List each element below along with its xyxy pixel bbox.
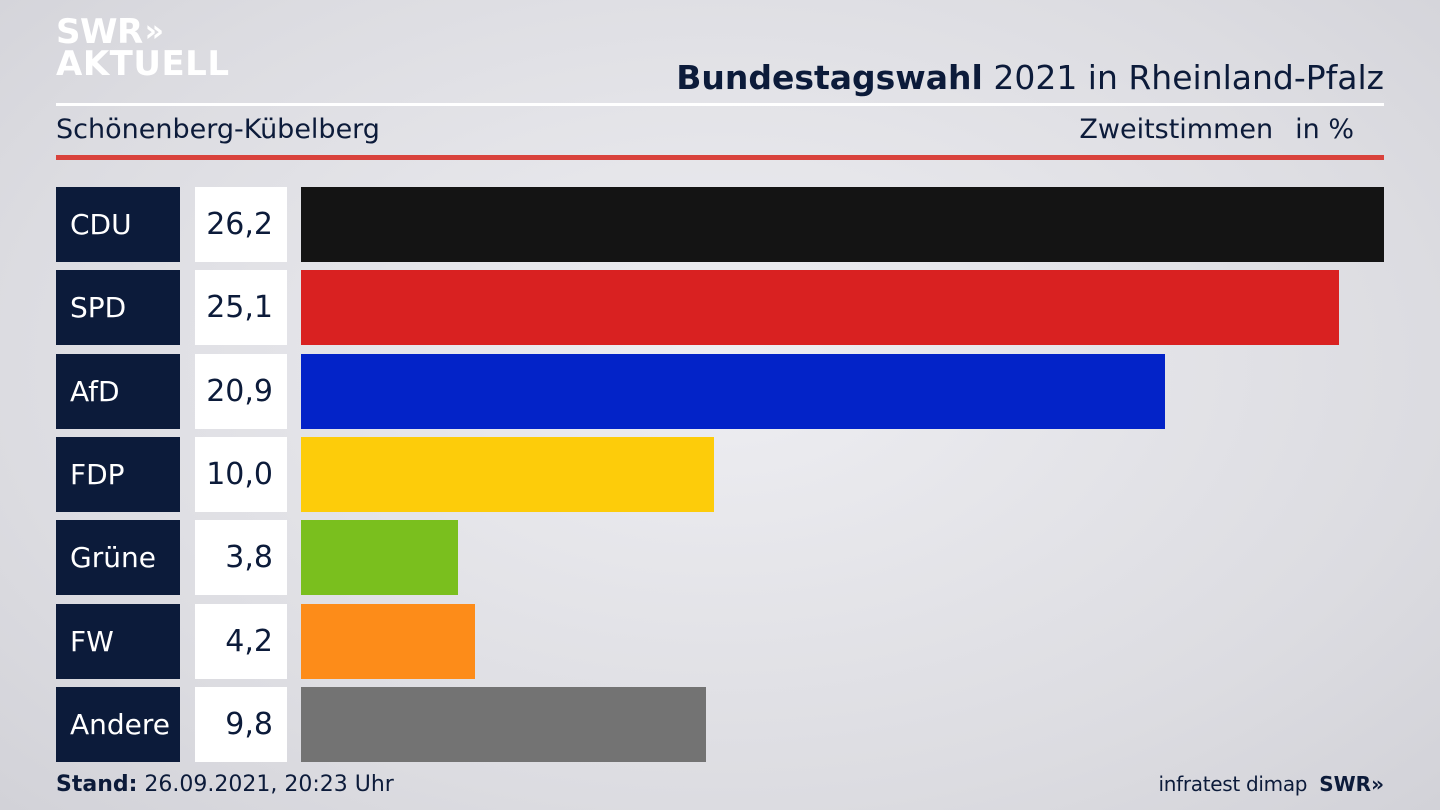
party-label: Grüne bbox=[56, 520, 180, 595]
chart-subtitle: Schönenberg-Kübelberg bbox=[56, 114, 380, 145]
unit-label: in % bbox=[1295, 114, 1354, 145]
bar-andere bbox=[301, 687, 706, 762]
party-label: Andere bbox=[56, 687, 180, 762]
timestamp: Stand: 26.09.2021, 20:23 Uhr bbox=[56, 772, 394, 797]
measure-name: Zweitstimmen bbox=[1079, 114, 1274, 145]
bar-fw bbox=[301, 604, 475, 679]
bar-row: CDU 26,2 bbox=[56, 187, 1384, 262]
bar-row: SPD 25,1 bbox=[56, 270, 1384, 345]
swr-aktuell-logo: SWR» AKTUELL bbox=[56, 12, 230, 85]
chevron-icon: » bbox=[144, 13, 165, 49]
bar-row: Andere 9,8 bbox=[56, 687, 1384, 762]
bar-cdu bbox=[301, 187, 1384, 262]
header-divider bbox=[56, 103, 1384, 106]
value-label: 26,2 bbox=[195, 187, 287, 262]
value-label: 3,8 bbox=[195, 520, 287, 595]
title-bold: Bundestagswahl bbox=[676, 58, 983, 97]
party-label: AfD bbox=[56, 354, 180, 429]
party-label: FW bbox=[56, 604, 180, 679]
value-label: 9,8 bbox=[195, 687, 287, 762]
value-label: 4,2 bbox=[195, 604, 287, 679]
logo-line2: AKTUELL bbox=[56, 44, 230, 85]
bar-row: Grüne 3,8 bbox=[56, 520, 1384, 595]
logo-line1: SWR bbox=[56, 12, 143, 52]
accent-divider bbox=[56, 155, 1384, 160]
chart-title: Bundestagswahl 2021 in Rheinland-Pfalz bbox=[676, 58, 1384, 97]
source-label: infratest dimap bbox=[1158, 772, 1308, 796]
title-rest: 2021 in Rheinland-Pfalz bbox=[982, 58, 1384, 97]
bar-fdp bbox=[301, 437, 714, 512]
bar-spd bbox=[301, 270, 1339, 345]
stand-label: Stand: bbox=[56, 772, 138, 797]
bar-grüne bbox=[301, 520, 458, 595]
party-label: SPD bbox=[56, 270, 180, 345]
bar-afd bbox=[301, 354, 1165, 429]
swr-brand-icon: SWR» bbox=[1319, 772, 1384, 796]
party-label: CDU bbox=[56, 187, 180, 262]
footer-credits: infratest dimap SWR» bbox=[1158, 772, 1384, 796]
value-label: 20,9 bbox=[195, 354, 287, 429]
measure-label: Zweitstimmen in % bbox=[1079, 114, 1354, 145]
party-label: FDP bbox=[56, 437, 180, 512]
bar-row: FW 4,2 bbox=[56, 604, 1384, 679]
bar-row: FDP 10,0 bbox=[56, 437, 1384, 512]
value-label: 10,0 bbox=[195, 437, 287, 512]
value-label: 25,1 bbox=[195, 270, 287, 345]
stand-value: 26.09.2021, 20:23 Uhr bbox=[137, 772, 394, 797]
bar-row: AfD 20,9 bbox=[56, 354, 1384, 429]
